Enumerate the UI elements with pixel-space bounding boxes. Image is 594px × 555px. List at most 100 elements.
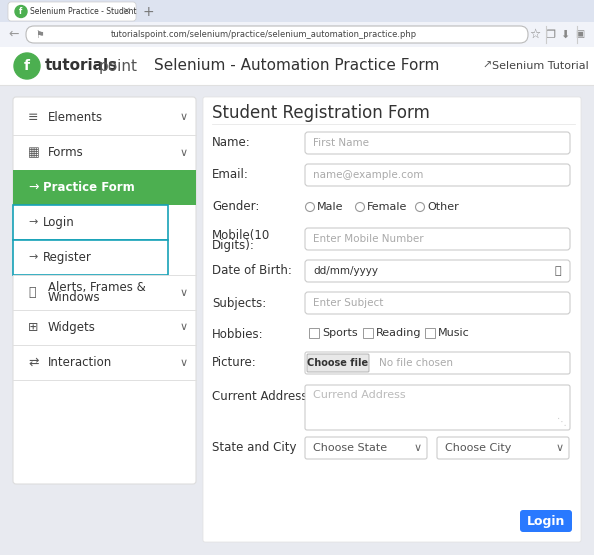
Text: Reading: Reading [376,328,422,338]
Text: State and City: State and City [212,441,296,453]
Text: Enter Subject: Enter Subject [313,298,383,308]
Bar [0,0,594,22]
Text: tutorialspoint.com/selenium/practice/selenium_automation_practice.php: tutorialspoint.com/selenium/practice/sel… [111,30,417,39]
Text: Selenium - Automation Practice Form: Selenium - Automation Practice Form [154,58,440,73]
Text: ∨: ∨ [180,287,188,297]
FancyBboxPatch shape [305,352,570,374]
Text: Selenium Practice - Student: Selenium Practice - Student [30,7,137,16]
FancyBboxPatch shape [305,132,570,154]
Bar [363,328,373,338]
Bar [309,328,319,338]
Bar [425,328,435,338]
Text: First Name: First Name [313,138,369,148]
FancyBboxPatch shape [305,228,570,250]
Text: Choose State: Choose State [313,443,387,453]
Text: Login: Login [527,514,565,527]
FancyBboxPatch shape [305,385,570,430]
Text: ↗: ↗ [482,61,491,71]
Text: Forms: Forms [48,146,84,159]
Bar [13,240,168,275]
FancyBboxPatch shape [26,26,528,43]
Text: name@example.com: name@example.com [313,170,424,180]
Text: ←: ← [8,28,18,41]
Text: Digits):: Digits): [212,240,255,253]
Text: Interaction: Interaction [48,356,112,369]
Text: Choose City: Choose City [445,443,511,453]
FancyBboxPatch shape [8,2,136,21]
Text: Currend Address: Currend Address [313,390,406,400]
Text: ∨: ∨ [556,443,564,453]
Text: Enter Mobile Number: Enter Mobile Number [313,234,424,244]
Text: ≡: ≡ [28,111,39,124]
Text: 📅: 📅 [555,266,561,276]
Text: ∨: ∨ [180,113,188,123]
Circle shape [305,203,314,211]
Text: Subjects:: Subjects: [212,296,266,310]
FancyBboxPatch shape [305,260,570,282]
Text: ⬇: ⬇ [560,29,570,39]
Text: Register: Register [43,251,92,264]
Text: Widgets: Widgets [48,321,96,334]
Text: Choose file: Choose file [308,358,368,368]
Text: ❐: ❐ [545,29,555,39]
Text: ∨: ∨ [180,148,188,158]
Text: point: point [99,58,138,73]
Text: Name:: Name: [212,137,251,149]
Text: ⇄: ⇄ [28,356,39,369]
Text: Male: Male [317,202,343,212]
Text: Mobile(10: Mobile(10 [212,229,270,241]
Text: Elements: Elements [48,111,103,124]
Bar [0,47,594,85]
Text: Other: Other [427,202,459,212]
Text: f: f [20,7,23,16]
Text: ▦: ▦ [28,146,40,159]
FancyBboxPatch shape [305,292,570,314]
Text: Date of Birth:: Date of Birth: [212,264,292,276]
Text: Practice Form: Practice Form [43,181,135,194]
Bar [13,170,196,205]
Text: ∨: ∨ [180,357,188,367]
Text: ∨: ∨ [180,322,188,332]
FancyBboxPatch shape [437,437,569,459]
Text: ×: × [121,7,131,17]
Text: ∨: ∨ [414,443,422,453]
Text: Selenium Tutorial: Selenium Tutorial [492,61,589,71]
Text: Login: Login [43,216,75,229]
Text: ⊞: ⊞ [28,321,39,334]
FancyBboxPatch shape [307,354,369,372]
Text: Current Address:: Current Address: [212,391,311,403]
Text: Alerts, Frames &: Alerts, Frames & [48,281,146,294]
Text: tutorials: tutorials [45,58,118,73]
Text: No file chosen: No file chosen [379,358,453,368]
FancyBboxPatch shape [203,97,581,542]
Text: Email:: Email: [212,169,249,181]
Text: ☆: ☆ [529,28,541,41]
Text: Picture:: Picture: [212,356,257,369]
Circle shape [15,6,27,18]
Text: 🔔: 🔔 [28,286,36,299]
Text: Hobbies:: Hobbies: [212,327,264,341]
Text: Music: Music [438,328,470,338]
Text: ⚑: ⚑ [35,29,44,39]
Text: Sports: Sports [322,328,358,338]
Circle shape [415,203,425,211]
FancyBboxPatch shape [520,510,572,532]
Text: →: → [28,218,37,228]
Text: →: → [28,181,39,194]
Text: ⋱: ⋱ [557,417,567,427]
Text: ▣: ▣ [576,29,584,39]
FancyBboxPatch shape [305,164,570,186]
Text: Gender:: Gender: [212,200,260,214]
Text: dd/mm/yyyy: dd/mm/yyyy [313,266,378,276]
Text: f: f [24,59,30,73]
Circle shape [14,53,40,79]
Text: Windows: Windows [48,291,100,304]
Text: Student Registration Form: Student Registration Form [212,104,430,122]
Text: →: → [28,253,37,263]
Circle shape [355,203,365,211]
Bar [0,85,594,555]
Text: +: + [142,4,154,18]
Bar [0,22,594,47]
FancyBboxPatch shape [305,437,427,459]
Bar [13,205,168,240]
